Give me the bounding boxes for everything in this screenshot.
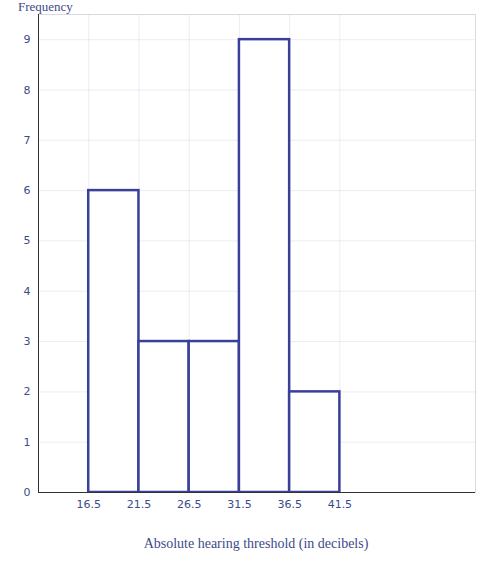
html-text:Frequency: Frequency xyxy=(18,0,73,14)
svg-text:2: 2 xyxy=(24,385,31,398)
svg-text:41.5: 41.5 xyxy=(328,498,353,511)
svg-text:9: 9 xyxy=(24,33,31,46)
svg-text:7: 7 xyxy=(24,134,31,147)
svg-text:8: 8 xyxy=(24,83,31,96)
html-text:Absolute hearing threshold (in: Absolute hearing threshold (in decibels) xyxy=(143,536,369,551)
svg-text:26.5: 26.5 xyxy=(177,498,202,511)
svg-text:6: 6 xyxy=(24,184,31,197)
svg-text:1: 1 xyxy=(24,436,31,449)
svg-text:36.5: 36.5 xyxy=(277,498,302,511)
svg-text:21.5: 21.5 xyxy=(127,498,152,511)
svg-text:3: 3 xyxy=(24,335,31,348)
svg-text:16.5: 16.5 xyxy=(76,498,101,511)
svg-text:5: 5 xyxy=(24,234,31,247)
svg-text:4: 4 xyxy=(24,285,31,298)
svg-text:31.5: 31.5 xyxy=(227,498,252,511)
svg-text:0: 0 xyxy=(24,486,31,499)
